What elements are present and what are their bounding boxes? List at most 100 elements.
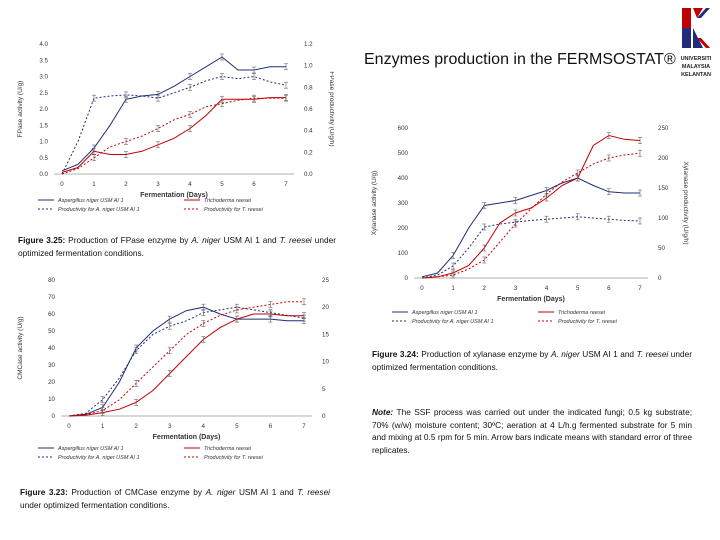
fpase-x-tick-label: 2 [124,181,128,188]
cmcase-y-tick-label: 20 [48,379,55,386]
fpase-legend-label: Productivity for T. reesei [204,207,264,213]
xylanase-caption-text: Production of xylanase enzyme by [421,349,549,359]
cmcase-y2-tick-label: 10 [322,359,329,366]
fpase-y-tick-label: 2.5 [39,90,48,97]
cmcase-caption-tail: under optimized fermentation conditions. [20,499,170,510]
xylanase-x-tick-label: 6 [607,285,611,292]
fpase-x-tick-label: 6 [252,181,256,188]
fpase-y-tick-label: 0.5 [39,155,48,162]
fpase-series-3-line [61,97,286,175]
cmcase-y-axis-title: CMCase activity (U/g) [17,316,24,379]
cmcase-y-tick-label: 70 [48,294,55,301]
fpase-y-tick-label: 4.0 [39,41,48,48]
xylanase-y-tick-label: 500 [398,150,409,157]
fpase-series-0-line [61,56,286,172]
xylanase-caption-species-2: T. reesei [636,349,669,359]
cmcase-y-tick-label: 50 [48,328,55,335]
cmcase-y2-tick-label: 5 [322,386,326,393]
cmcase-y-tick-label: 60 [48,311,55,318]
fpase-series-2-line [61,75,287,175]
fpase-y2-tick-label: 1.0 [304,63,313,70]
xylanase-y-tick-label: 200 [398,225,409,232]
xylanase-y2-tick-label: 100 [658,215,669,222]
xylanase-y2-tick-label: 250 [658,125,669,132]
fpase-legend-label: Productivity for A. niger USM AI 1 [58,207,140,213]
slide-title: Enzymes production in the FERMSOSTAT® [364,51,676,68]
cmcase-caption-label: Figure 3.23: [20,487,68,497]
fpase-legend-label: Trichoderma reesei [204,198,252,204]
fpase-chart: 0.0 0.5 1.0 1.5 2.0 2.5 3.0 3.5 4.0 0.0 0.2 0.4 0.6 0… [14,36,334,226]
xylanase-x-tick-label: 0 [420,285,424,292]
xylanase-y2-tick-label: 50 [658,245,665,252]
fpase-y2-tick-label: 0.0 [304,171,313,178]
fpase-y-tick-label: 3.0 [39,74,48,81]
cmcase-x-axis-title: Fermentation (Days) [153,434,221,441]
logo-line-3: KELANTAN [681,72,711,78]
cmcase-x-tick-label: 3 [168,423,172,430]
fpase-x-tick-label: 7 [284,181,288,188]
xylanase-legend-label: Aspergillus niger USM AI 1 [411,310,478,316]
xylanase-series-2-line [421,216,641,279]
fpase-caption-label: Figure 3.25: [18,235,66,245]
fpase-x-tick-label: 3 [156,181,160,188]
cmcase-caption-text: Production of CMCase enzyme by [71,487,203,497]
cmcase-legend-label: Productivity for A. niger USM AI 1 [58,455,140,461]
xylanase-chart: 0 100 200 300 400 500 600 0 50 100 150 200 250 0 1 2 3 4 5… [368,118,694,340]
cmcase-y2-tick-label: 20 [322,304,329,311]
fpase-legend-label: Aspergillus niger USM AI 1 [57,198,124,204]
xylanase-y-axis-title: Xylanase activity (U/g) [371,171,378,236]
fpase-x-tick-label: 4 [188,181,192,188]
xylanase-caption-mid: USM AI 1 and [582,349,635,359]
xylanase-y-tick-label: 300 [398,200,409,207]
cmcase-series-3-line [68,301,304,417]
fpase-y2-tick-label: 1.2 [304,41,313,48]
cmcase-y-tick-label: 80 [48,277,55,284]
cmcase-caption-species-2: T. reesei [297,487,331,497]
cmcase-series-1-line [68,313,304,417]
cmcase-x-tick-label: 7 [302,423,306,430]
fpase-series-1-line [61,97,286,173]
fpase-y-tick-label: 1.0 [39,139,48,146]
fpase-x-tick-label: 1 [92,181,96,188]
experiment-note: Note: The SSF process was carried out un… [372,406,692,456]
cmcase-chart: 0 10 20 30 40 50 60 70 80 0 5 10 15 20 25 0 1 2 3 4 5 6 7 Ferme… [14,266,344,470]
fpase-y2-tick-label: 0.8 [304,84,313,91]
xylanase-y2-tick-label: 0 [658,275,662,282]
fpase-y-tick-label: 3.5 [39,57,48,64]
xylanase-x-tick-label: 3 [514,285,518,292]
cmcase-caption: Figure 3.23: Production of CMCase enzyme… [20,486,330,511]
xylanase-caption: Figure 3.24: Production of xylanase enzy… [372,348,692,373]
cmcase-x-tick-label: 1 [101,423,105,430]
xylanase-y2-tick-label: 200 [658,155,669,162]
fpase-caption-species-2: T. reesei [279,235,312,245]
logo-mark-icon [682,8,710,48]
xylanase-y-tick-label: 600 [398,125,409,132]
cmcase-caption-species-1: A. niger [205,487,236,497]
cmcase-x-tick-label: 0 [67,423,71,430]
cmcase-x-tick-label: 2 [134,423,138,430]
note-label: Note: [372,407,394,417]
fpase-y-tick-label: 0.0 [39,171,48,178]
fpase-caption-text: Production of FPase enzyme by [68,235,189,245]
xylanase-y-tick-label: 100 [398,250,409,257]
cmcase-legend-label: Productivity for T. reesei [204,455,264,461]
fpase-y-tick-label: 1.5 [39,122,48,129]
xylanase-caption-species-1: A. niger [550,349,580,359]
xylanase-series-0-line [421,177,640,278]
xylanase-y-tick-label: 0 [405,275,409,282]
cmcase-legend-label: Trichoderma reesei [204,446,252,452]
cmcase-chart-svg: 0 10 20 30 40 50 60 70 80 0 5 10 15 20 25 0 1 2 3 4 5 6 7 Ferme… [17,277,329,461]
xylanase-x-axis-title: Fermentation (Days) [497,296,565,303]
cmcase-x-tick-label: 4 [202,423,206,430]
cmcase-y2-tick-label: 25 [322,277,329,284]
xylanase-y2-axis-title: Xylanase productivity (U/g/h) [682,161,689,244]
xylanase-y-tick-label: 400 [398,175,409,182]
xylanase-series-1-line [421,134,641,279]
xylanase-x-tick-label: 4 [545,285,549,292]
fpase-chart-svg: 0.0 0.5 1.0 1.5 2.0 2.5 3.0 3.5 4.0 0.0 0.2 0.4 0.6 0… [17,41,334,213]
fpase-caption: Figure 3.25: Production of FPase enzyme … [18,234,336,259]
cmcase-y2-tick-label: 15 [322,331,329,338]
cmcase-x-tick-label: 6 [269,423,273,430]
cmcase-y-tick-label: 10 [48,396,55,403]
cmcase-y-tick-label: 0 [52,413,56,420]
